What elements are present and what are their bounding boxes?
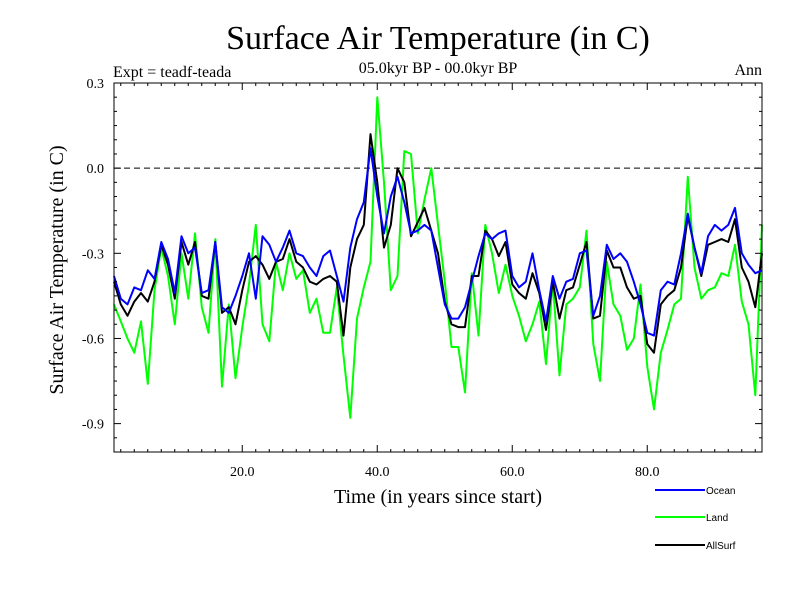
x-axis-label: Time (in years since start): [334, 486, 542, 508]
plot-area: 20.0 40.0 60.0 80.0 0.3 0.0 -0.3 -0.6 -0.9: [82, 77, 763, 480]
experiment-label: Expt = teadf-teada: [113, 64, 231, 81]
y-tick-label: 0.3: [87, 77, 105, 92]
y-tick-label: -0.9: [82, 418, 104, 433]
x-tick-label: 80.0: [635, 465, 660, 480]
y-tick-label: 0.0: [87, 162, 105, 177]
chart-title: Surface Air Temperature (in C): [226, 20, 650, 57]
x-tick-label: 40.0: [365, 465, 390, 480]
series-line-ocean: [113, 147, 763, 337]
chart-subtitle: 05.0kyr BP - 00.0kyr BP: [359, 60, 518, 77]
legend-label-allsurf: AllSurf: [706, 541, 736, 552]
season-label: Ann: [734, 62, 762, 79]
series-line-allsurf: [113, 133, 763, 354]
y-tick-label: -0.6: [82, 332, 104, 347]
y-tick-label: -0.3: [82, 247, 104, 262]
legend-label-land: Land: [706, 513, 728, 524]
series-line-land: [113, 96, 763, 419]
legend: Ocean Land AllSurf: [655, 486, 736, 552]
x-tick-label: 60.0: [500, 465, 525, 480]
y-axis-label: Surface Air Temperature (in C): [46, 145, 68, 394]
x-tick-label: 20.0: [230, 465, 255, 480]
legend-label-ocean: Ocean: [706, 486, 735, 497]
